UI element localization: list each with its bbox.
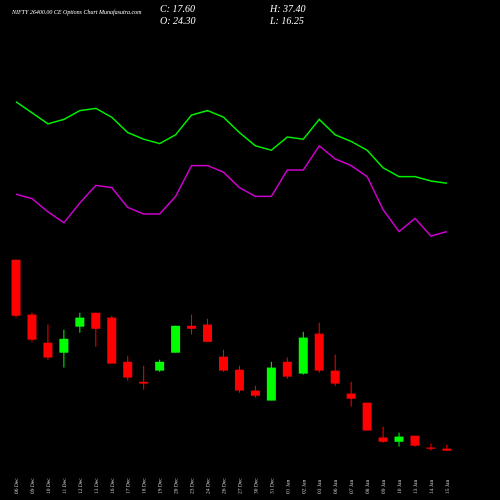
candle-body: [187, 325, 197, 329]
x-tick-label: 13 Jan: [413, 480, 419, 494]
x-tick-label: 09 Jan: [381, 480, 387, 494]
candle-body: [43, 342, 53, 358]
candle-body: [139, 381, 149, 384]
candle-body: [442, 448, 452, 451]
info-high: H: 37.40: [269, 4, 306, 15]
info-close: C: 17.60: [160, 4, 195, 15]
candle-body: [314, 333, 324, 371]
x-tick-label: 09 Dec: [30, 478, 36, 494]
candle-body: [91, 312, 101, 329]
info-open: O: 24.30: [160, 16, 196, 27]
x-tick-label: 26 Dec: [221, 478, 227, 494]
candle-body: [27, 314, 37, 340]
x-tick-label: 10 Dec: [46, 478, 52, 494]
candle-body: [346, 393, 356, 399]
x-tick-label: 18 Dec: [142, 478, 148, 494]
x-tick-label: 02 Jan: [301, 480, 307, 494]
x-tick-label: 11 Dec: [62, 478, 68, 494]
candle-body: [155, 361, 165, 371]
x-tick-label: 12 Dec: [78, 478, 84, 494]
x-tick-label: 20 Dec: [174, 478, 180, 494]
x-tick-label: 13 Dec: [94, 478, 100, 494]
x-tick-label: 06 Dec: [14, 478, 20, 494]
indicator-line: [15, 144, 448, 237]
candle-body: [282, 361, 292, 377]
x-tick-label: 07 Jan: [349, 480, 355, 494]
indicator-line: [15, 101, 448, 184]
x-tick-label: 19 Dec: [158, 478, 164, 494]
x-tick-label: 01 Jan: [285, 480, 291, 494]
candle-body: [75, 317, 85, 327]
x-tick-label: 14 Jan: [429, 480, 435, 494]
x-tick-label: 16 Dec: [110, 478, 116, 494]
x-tick-label: 06 Jan: [333, 480, 339, 494]
x-tick-label: 08 Jan: [365, 480, 371, 494]
x-tick-label: 30 Dec: [253, 478, 259, 494]
candle-body: [410, 435, 420, 446]
x-tick-label: 27 Dec: [237, 478, 243, 494]
candle-body: [426, 447, 436, 449]
candle-body: [362, 402, 372, 431]
x-tick-label: 03 Jan: [317, 480, 323, 494]
x-tick-label: 23 Dec: [190, 478, 196, 494]
chart-title: NIFTY 26400.00 CE Options Chart Munafasu…: [11, 9, 142, 16]
candle-body: [107, 317, 117, 364]
candle-body: [234, 369, 244, 391]
x-tick-label: 10 Jan: [397, 480, 403, 494]
candle-body: [298, 337, 308, 374]
x-tick-label: 24 Dec: [206, 478, 212, 494]
candle-body: [11, 259, 21, 316]
candle-body: [123, 361, 133, 378]
candle-body: [378, 437, 388, 442]
x-tick-label: 31 Dec: [269, 478, 275, 494]
candle-body: [250, 390, 260, 396]
candle-body: [330, 370, 340, 384]
info-low: L: 16.25: [269, 16, 304, 27]
candle-body: [59, 338, 69, 353]
candle-body: [218, 356, 228, 371]
x-tick-label: 17 Dec: [126, 478, 132, 494]
candle-body: [171, 325, 181, 353]
candle-body: [394, 436, 404, 442]
candle-body: [203, 324, 213, 342]
candle-body: [266, 367, 276, 401]
x-tick-label: 15 Jan: [445, 480, 451, 494]
